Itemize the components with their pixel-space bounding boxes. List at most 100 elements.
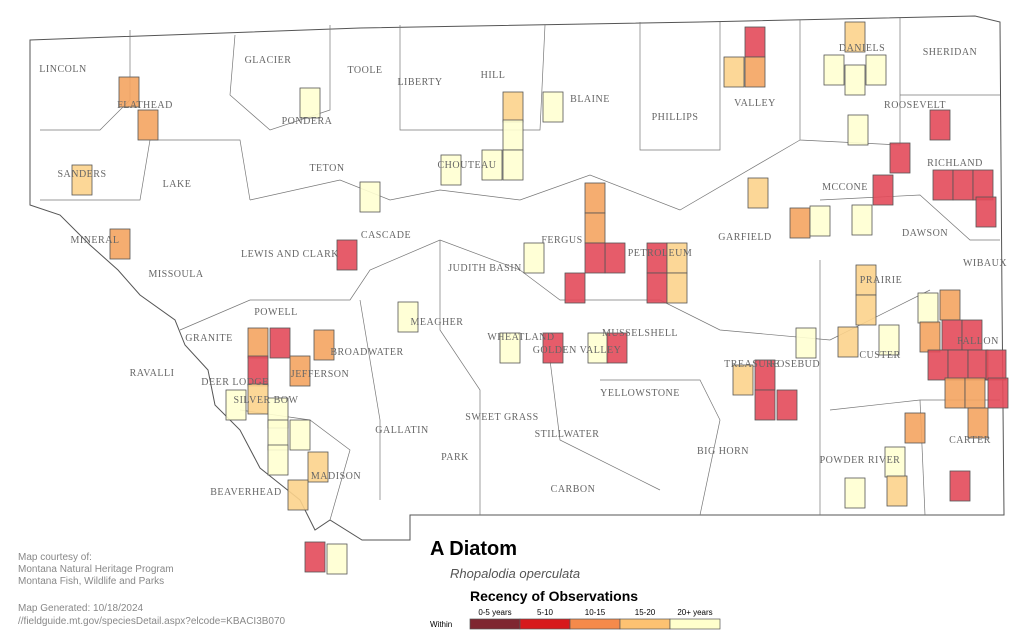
map-subtitle: Rhopalodia operculata bbox=[450, 566, 580, 581]
legend-swatch bbox=[669, 618, 721, 630]
county-label: TREASURE bbox=[724, 359, 780, 370]
observation-cell bbox=[932, 169, 954, 201]
county-label: CUSTER bbox=[859, 350, 900, 361]
observation-cell bbox=[754, 389, 776, 421]
observation-cell bbox=[927, 349, 949, 381]
observation-cell bbox=[789, 207, 811, 239]
county-label: BEAVERHEAD bbox=[210, 487, 281, 498]
county-label: POWDER RIVER bbox=[820, 455, 901, 466]
observation-cell bbox=[359, 181, 381, 213]
county-label: BLAINE bbox=[570, 94, 610, 105]
county-label: MCCONE bbox=[822, 182, 868, 193]
observation-cell bbox=[666, 272, 688, 304]
observation-cell bbox=[542, 332, 564, 364]
county-label: FLATHEAD bbox=[117, 100, 173, 111]
county-label: FERGUS bbox=[541, 235, 582, 246]
observation-cell bbox=[326, 543, 348, 575]
county-label: RAVALLI bbox=[130, 368, 175, 379]
observation-cell bbox=[776, 389, 798, 421]
county-label: POWELL bbox=[254, 307, 298, 318]
observation-cell bbox=[967, 407, 989, 439]
map-generated: Map Generated: 10/18/2024 bbox=[18, 603, 144, 614]
county-label: SWEET GRASS bbox=[465, 412, 538, 423]
observation-cell bbox=[732, 364, 754, 396]
county-label: GRANITE bbox=[185, 333, 232, 344]
legend-swatch bbox=[519, 618, 571, 630]
observation-cell bbox=[304, 541, 326, 573]
county-label: SANDERS bbox=[57, 169, 106, 180]
observation-cell bbox=[564, 272, 586, 304]
observation-cell bbox=[889, 142, 911, 174]
county-label: MUSSELSHELL bbox=[602, 328, 678, 339]
legend: 0-5 years 5-10 10-15 15-20 20+ years bbox=[469, 608, 721, 630]
county-label: SHERIDAN bbox=[923, 47, 978, 58]
observation-cell bbox=[542, 91, 564, 123]
observation-cell bbox=[287, 479, 309, 511]
observation-cell bbox=[646, 272, 668, 304]
observation-cell bbox=[289, 419, 311, 451]
observation-cell bbox=[307, 451, 329, 483]
legend-class-label: 20+ years bbox=[677, 608, 712, 617]
observation-cells bbox=[71, 21, 1009, 575]
county-label: PHILLIPS bbox=[652, 112, 699, 123]
county-label: CASCADE bbox=[361, 230, 411, 241]
observation-cell bbox=[584, 182, 606, 214]
county-label: YELLOWSTONE bbox=[600, 388, 680, 399]
observation-cell bbox=[886, 475, 908, 507]
county-label: VALLEY bbox=[734, 98, 776, 109]
legend-label: Within bbox=[430, 620, 452, 629]
observation-cell bbox=[975, 196, 997, 228]
observation-cell bbox=[269, 327, 291, 359]
observation-cell bbox=[865, 54, 887, 86]
map-url: //fieldguide.mt.gov/speciesDetail.aspx?e… bbox=[18, 616, 286, 627]
credit-line: Map courtesy of: bbox=[18, 552, 92, 563]
legend-class-label: 15-20 bbox=[635, 608, 656, 617]
state-outline bbox=[29, 15, 1005, 541]
legend-class-label: 5-10 bbox=[537, 608, 554, 617]
observation-cell bbox=[939, 289, 961, 321]
county-label: GLACIER bbox=[245, 55, 292, 66]
county-label: GOLDEN VALLEY bbox=[533, 345, 622, 356]
county-label: GARFIELD bbox=[718, 232, 771, 243]
observation-cell bbox=[481, 149, 503, 181]
county-label: MEAGHER bbox=[411, 317, 464, 328]
county-label: CHOUTEAU bbox=[438, 160, 497, 171]
observation-cell bbox=[809, 205, 831, 237]
observation-cell bbox=[744, 26, 766, 58]
county-label: TETON bbox=[309, 163, 344, 174]
county-label: DANIELS bbox=[839, 43, 885, 54]
observation-cell bbox=[851, 204, 873, 236]
observation-cell bbox=[844, 64, 866, 96]
county-label: JEFFERSON bbox=[291, 369, 349, 380]
observation-cell bbox=[247, 327, 269, 359]
observation-cell bbox=[747, 177, 769, 209]
county-label: SILVER BOW bbox=[234, 395, 299, 406]
county-label: LINCOLN bbox=[39, 64, 86, 75]
observation-cell bbox=[502, 149, 524, 181]
county-label: PETROLEUM bbox=[628, 248, 693, 259]
county-lines bbox=[40, 18, 1000, 521]
observation-cell bbox=[964, 377, 986, 409]
observation-cell bbox=[267, 444, 289, 476]
county-label: ROSEBUD bbox=[770, 359, 820, 370]
observation-cell bbox=[499, 332, 521, 364]
observation-cell bbox=[878, 324, 900, 356]
observation-cell bbox=[987, 377, 1009, 409]
observation-cell bbox=[397, 301, 419, 333]
observation-cell bbox=[502, 91, 524, 123]
county-label: ROOSEVELT bbox=[884, 100, 946, 111]
observation-cell bbox=[847, 114, 869, 146]
county-label: BROADWATER bbox=[330, 347, 403, 358]
observation-cell bbox=[299, 87, 321, 119]
observation-cell bbox=[929, 109, 951, 141]
observation-cell bbox=[944, 377, 966, 409]
observation-cell bbox=[947, 349, 969, 381]
observation-cell bbox=[952, 169, 974, 201]
county-label: STILLWATER bbox=[535, 429, 600, 440]
county-label: WIBAUX bbox=[963, 258, 1007, 269]
county-label: LEWIS AND CLARK bbox=[241, 249, 339, 260]
county-label: PRAIRIE bbox=[860, 275, 902, 286]
observation-cell bbox=[523, 242, 545, 274]
county-labels: LINCOLN FLATHEAD GLACIER TOOLE LIBERTY HILL BL… bbox=[39, 43, 1007, 498]
